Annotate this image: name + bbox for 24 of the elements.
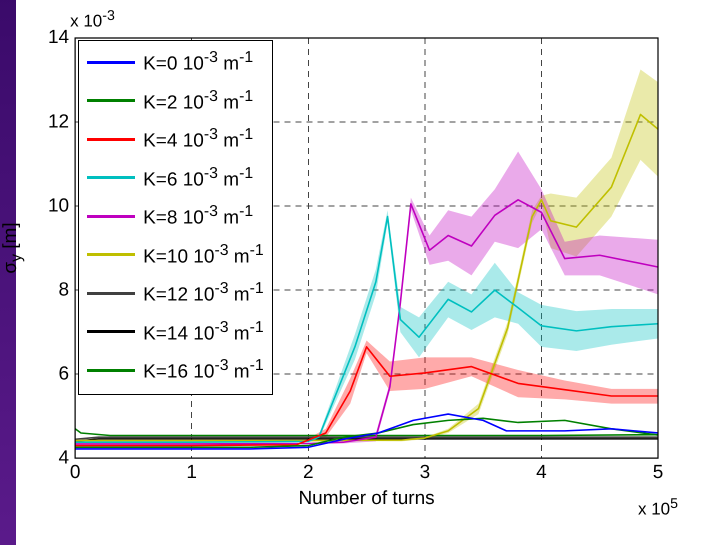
legend-label: K=4 10$^{-3}$ m$^{-1}$ [143,126,254,152]
y-tick-label: 14 [48,27,70,48]
legend-label: K=12 10$^{-3}$ m$^{-1}$ [143,280,264,306]
y-tick-label: 10 [48,195,70,216]
legend-label: K=14 10$^{-3}$ m$^{-1}$ [143,318,264,345]
y-tick-label: 4 [58,447,70,468]
legend-label: K=16 10$^{-3}$ m$^{-1}$ [143,357,264,384]
x-tick-label: 1 [186,462,197,483]
x-tick-label: 5 [652,462,664,483]
legend-label: K=6 10$^{-3}$ m$^{-1}$ [143,164,254,191]
y-tick-label: 6 [58,363,70,384]
x-tick-label: 3 [420,462,430,483]
x-tick-label: 2 [302,462,314,483]
x-tick-label: 4 [536,462,548,483]
x-tick-label: 0 [70,462,80,483]
legend-label: K=10 10$^{-3}$ m$^{-1}$ [143,242,264,268]
x-axis-title: Number of turns [298,488,435,510]
legend-label: K=8 10$^{-3}$ m$^{-1}$ [143,203,254,230]
legend-label: K=2 10$^{-3}$ m$^{-1}$ [143,88,254,114]
text: x 10$^{-3}$ [70,8,115,32]
y-tick-label: 8 [58,279,70,300]
y-tick-label: 12 [48,111,70,132]
text: x 10$^{5}$ [638,496,678,520]
legend-label: K=0 10$^{-3}$ m$^{-1}$ [143,49,254,76]
